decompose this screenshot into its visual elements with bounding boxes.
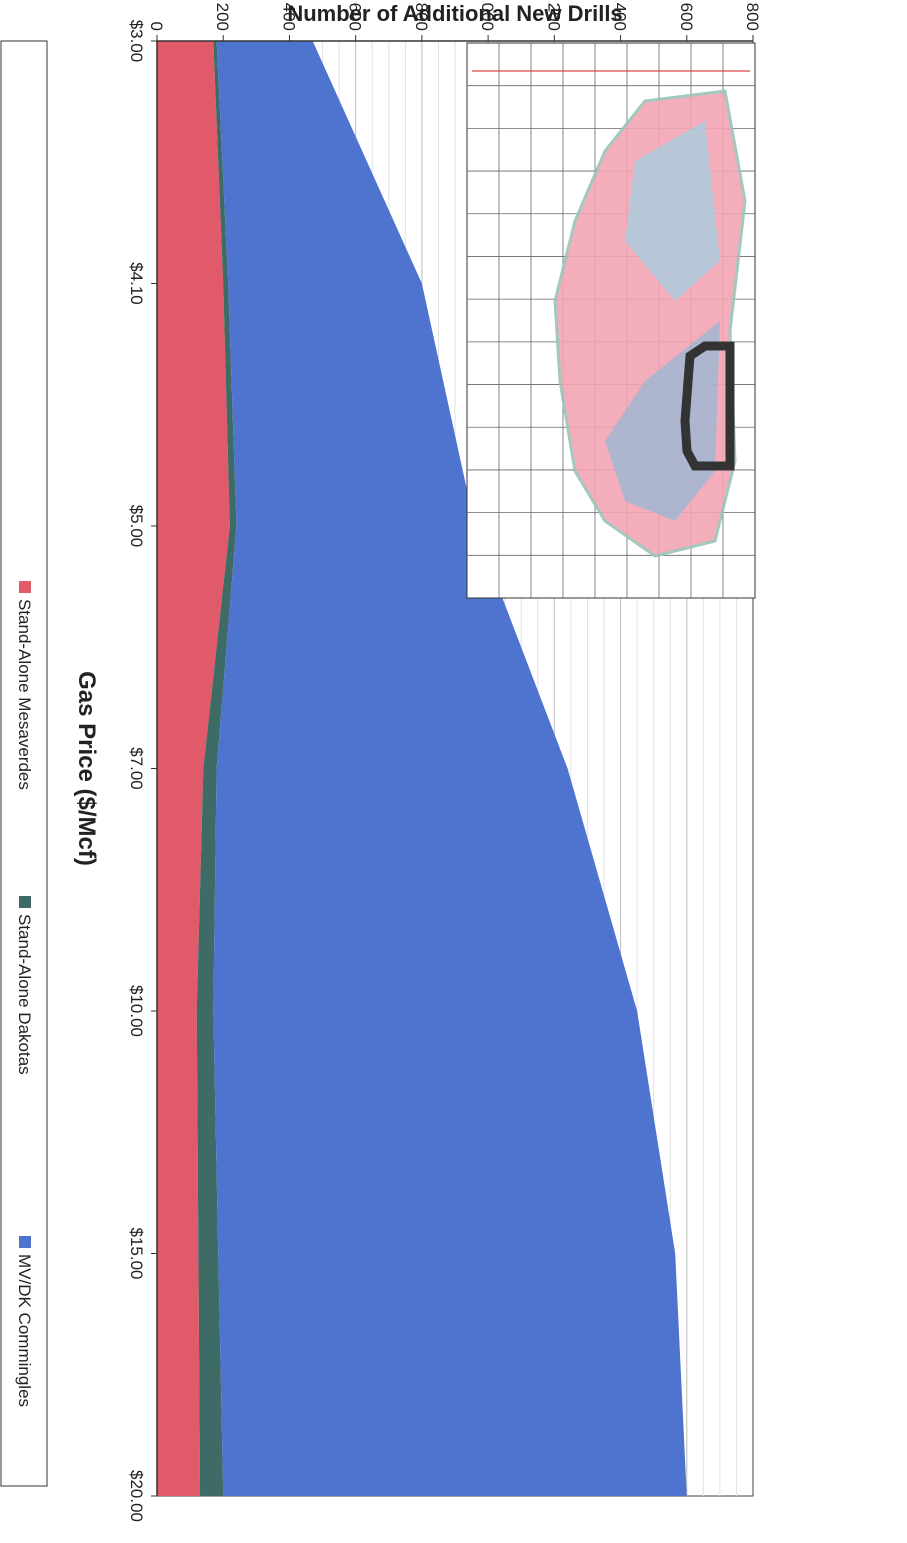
y-tick-label: 1,600 xyxy=(677,1,696,31)
x-tick-label: $20.00 xyxy=(127,1470,146,1522)
area-series-3 xyxy=(213,41,687,1496)
areas xyxy=(157,41,687,1496)
x-tick-label: $10.00 xyxy=(127,985,146,1037)
map-study-area-outline xyxy=(680,341,735,471)
legend-swatch xyxy=(19,896,31,908)
y-tick-label: 1,200 xyxy=(544,1,563,31)
axes: 0 200 400 600 800 1,000 1,200 1,400 1,600 1,800 $3… xyxy=(127,0,762,1522)
y-tick-label: 1,000 xyxy=(478,1,497,31)
legend: Stand-Alone Mesaverdes Stand-Alone Dakota… xyxy=(0,40,48,1487)
y-tick-label: 0 xyxy=(147,22,166,31)
y-axis-title: Number of Additional New Drills xyxy=(287,1,622,26)
y-tick-label: 600 xyxy=(346,3,365,31)
legend-box xyxy=(0,40,48,1487)
x-tick-label: $15.00 xyxy=(127,1228,146,1280)
legend-item-label: MV/DK Commingles xyxy=(15,1254,34,1407)
x-tick-label: $4.10 xyxy=(127,262,146,305)
map-inset xyxy=(466,42,756,599)
legend-swatch xyxy=(19,1236,31,1248)
x-tick-label: $5.00 xyxy=(127,505,146,548)
y-tick-label: 1,800 xyxy=(743,1,762,31)
y-tick-label: 200 xyxy=(213,3,232,31)
y-tick-label: 400 xyxy=(279,3,298,31)
legend-swatch xyxy=(19,581,31,593)
area-series-1 xyxy=(157,41,230,1496)
map-region xyxy=(625,121,720,301)
x-axis-title: Gas Price ($/Mcf) xyxy=(73,671,100,866)
legend-item-label: Stand-Alone Dakotas xyxy=(15,914,34,1075)
legend-item-label: Stand-Alone Mesaverdes xyxy=(15,599,34,790)
x-tick-label: $3.00 xyxy=(127,20,146,63)
x-tick-label: $7.00 xyxy=(127,747,146,790)
y-tick-label: 800 xyxy=(412,3,431,31)
y-tick-label: 1,400 xyxy=(611,1,630,31)
